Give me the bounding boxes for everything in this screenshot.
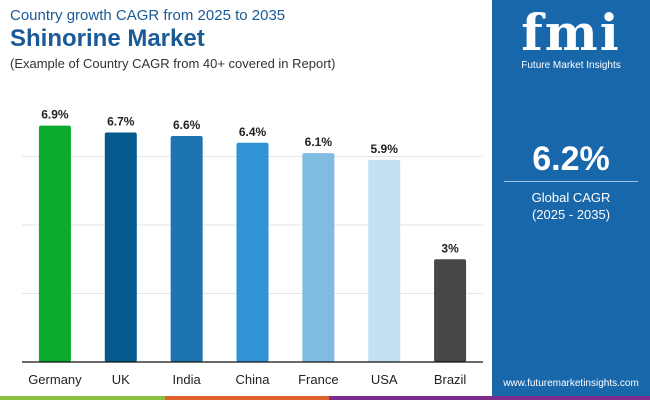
cagr-panel: fmi Future Market Insights 6.2% Global C… <box>492 0 650 396</box>
data-label: 6.4% <box>239 125 267 139</box>
divider <box>504 181 638 182</box>
chart-subtitle: Country growth CAGR from 2025 to 2035 <box>10 7 286 24</box>
global-cagr-period: (2025 - 2035) <box>531 207 611 222</box>
stripe-2 <box>165 396 329 400</box>
x-tick-label: India <box>173 372 202 387</box>
stripe-1 <box>0 396 165 400</box>
x-tick-label: France <box>298 372 338 387</box>
x-tick-label: Germany <box>28 372 82 387</box>
x-tick-label: Brazil <box>434 372 467 387</box>
bar-france <box>302 153 335 362</box>
x-tick-label: UK <box>112 372 130 387</box>
bar-usa <box>368 159 401 362</box>
data-label: 5.9% <box>371 142 399 156</box>
data-label: 6.6% <box>173 118 201 132</box>
data-label: 3% <box>441 241 459 255</box>
website-link[interactable]: www.futuremarketinsights.com <box>503 378 639 389</box>
data-label: 6.9% <box>41 108 69 122</box>
bar-chart: 6.9% Germany 6.7% UK 6.6% India 6.4% China 6.1% F… <box>22 108 483 387</box>
bar-uk <box>104 132 137 362</box>
bar-india <box>170 135 203 362</box>
chart-note: (Example of Country CAGR from 40+ covere… <box>10 56 336 71</box>
fmi-logo: fmi <box>521 3 621 62</box>
stripe-3 <box>329 396 650 400</box>
data-label: 6.7% <box>107 115 135 129</box>
bar-germany <box>38 125 71 362</box>
logo-text: Future Market Insights <box>521 60 621 71</box>
chart-title: Shinorine Market <box>10 25 205 52</box>
bar-brazil <box>434 259 467 362</box>
x-tick-label: USA <box>371 372 398 387</box>
global-cagr-label: Global CAGR <box>531 190 611 205</box>
data-label: 6.1% <box>305 135 333 149</box>
global-cagr-value: 6.2% <box>532 140 610 178</box>
bar-china <box>236 142 269 362</box>
x-tick-label: China <box>236 372 271 387</box>
